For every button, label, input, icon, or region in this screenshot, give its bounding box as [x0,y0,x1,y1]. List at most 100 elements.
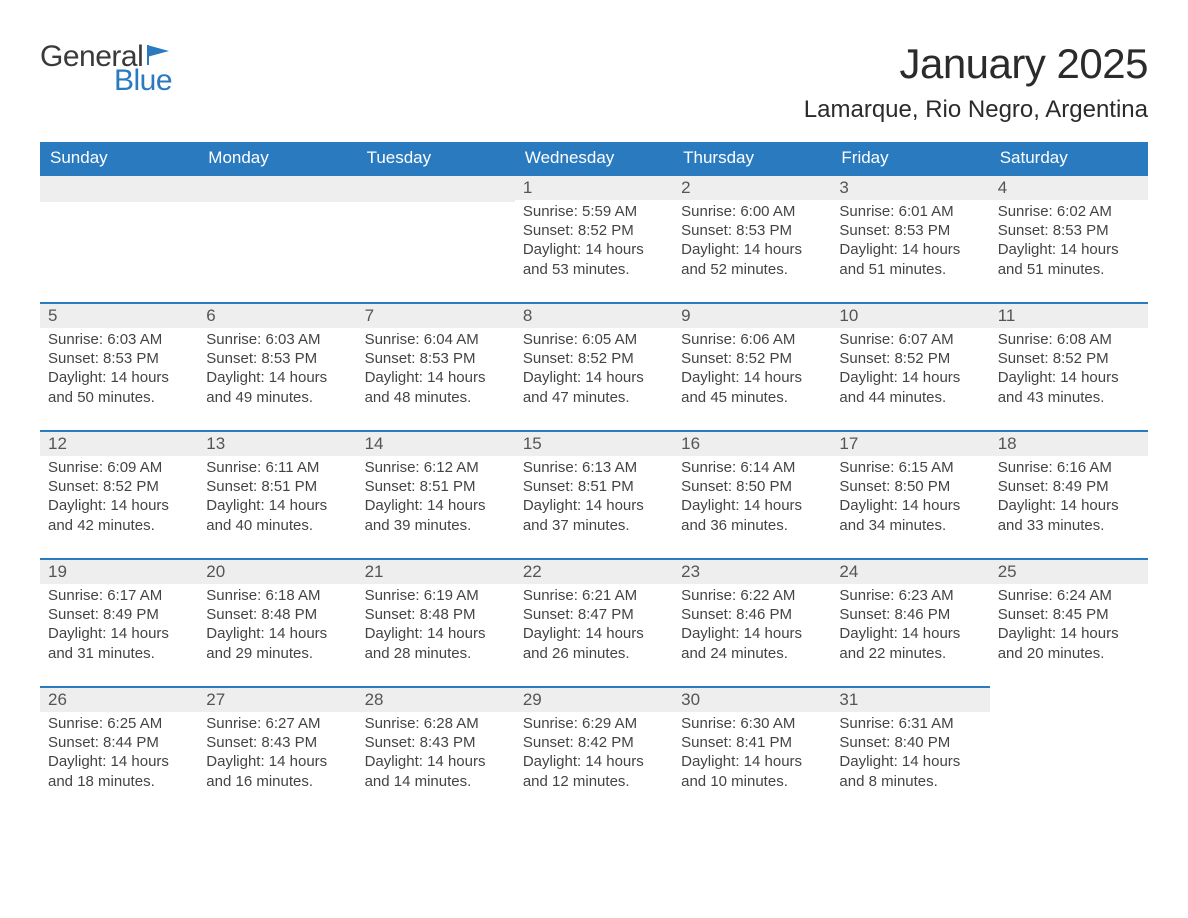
sunrise-text: Sunrise: 6:17 AM [48,586,190,605]
calendar-body: 1Sunrise: 5:59 AMSunset: 8:52 PMDaylight… [40,174,1148,814]
day-details: Sunrise: 6:19 AMSunset: 8:48 PMDaylight:… [357,584,515,669]
sunrise-text: Sunrise: 6:22 AM [681,586,823,605]
calendar-cell: 4Sunrise: 6:02 AMSunset: 8:53 PMDaylight… [990,174,1148,302]
sunrise-text: Sunrise: 6:13 AM [523,458,665,477]
day-number: 31 [831,686,989,712]
sunset-text: Sunset: 8:41 PM [681,733,823,752]
weekday-header: Thursday [673,142,831,174]
day-details: Sunrise: 6:00 AMSunset: 8:53 PMDaylight:… [673,200,831,285]
day-details: Sunrise: 6:24 AMSunset: 8:45 PMDaylight:… [990,584,1148,669]
calendar-cell: 9Sunrise: 6:06 AMSunset: 8:52 PMDaylight… [673,302,831,430]
day-number: 11 [990,302,1148,328]
calendar-cell: 21Sunrise: 6:19 AMSunset: 8:48 PMDayligh… [357,558,515,686]
sunrise-text: Sunrise: 6:14 AM [681,458,823,477]
calendar-week-row: 12Sunrise: 6:09 AMSunset: 8:52 PMDayligh… [40,430,1148,558]
daylight-text: Daylight: 14 hours and 49 minutes. [206,368,348,406]
calendar-cell: 5Sunrise: 6:03 AMSunset: 8:53 PMDaylight… [40,302,198,430]
sunrise-text: Sunrise: 6:04 AM [365,330,507,349]
day-number: 22 [515,558,673,584]
calendar-cell: 30Sunrise: 6:30 AMSunset: 8:41 PMDayligh… [673,686,831,814]
day-details: Sunrise: 6:25 AMSunset: 8:44 PMDaylight:… [40,712,198,797]
day-details: Sunrise: 6:17 AMSunset: 8:49 PMDaylight:… [40,584,198,669]
daylight-text: Daylight: 14 hours and 14 minutes. [365,752,507,790]
calendar-cell: 28Sunrise: 6:28 AMSunset: 8:43 PMDayligh… [357,686,515,814]
day-details: Sunrise: 6:28 AMSunset: 8:43 PMDaylight:… [357,712,515,797]
calendar-cell: 10Sunrise: 6:07 AMSunset: 8:52 PMDayligh… [831,302,989,430]
day-details: Sunrise: 6:11 AMSunset: 8:51 PMDaylight:… [198,456,356,541]
sunset-text: Sunset: 8:52 PM [523,349,665,368]
sunset-text: Sunset: 8:53 PM [365,349,507,368]
sunset-text: Sunset: 8:51 PM [523,477,665,496]
sunrise-text: Sunrise: 6:30 AM [681,714,823,733]
day-details: Sunrise: 6:09 AMSunset: 8:52 PMDaylight:… [40,456,198,541]
logo: General Blue [40,40,172,98]
day-details: Sunrise: 6:23 AMSunset: 8:46 PMDaylight:… [831,584,989,669]
daylight-text: Daylight: 14 hours and 22 minutes. [839,624,981,662]
sunrise-text: Sunrise: 6:19 AM [365,586,507,605]
sunset-text: Sunset: 8:43 PM [365,733,507,752]
daylight-text: Daylight: 14 hours and 43 minutes. [998,368,1140,406]
day-number: 28 [357,686,515,712]
day-details: Sunrise: 6:16 AMSunset: 8:49 PMDaylight:… [990,456,1148,541]
sunset-text: Sunset: 8:53 PM [998,221,1140,240]
day-details: Sunrise: 6:03 AMSunset: 8:53 PMDaylight:… [40,328,198,413]
sunset-text: Sunset: 8:46 PM [839,605,981,624]
daylight-text: Daylight: 14 hours and 10 minutes. [681,752,823,790]
daylight-text: Daylight: 14 hours and 26 minutes. [523,624,665,662]
calendar-cell: 22Sunrise: 6:21 AMSunset: 8:47 PMDayligh… [515,558,673,686]
day-number: 5 [40,302,198,328]
sunrise-text: Sunrise: 6:24 AM [998,586,1140,605]
day-number: 17 [831,430,989,456]
day-number: 26 [40,686,198,712]
logo-flag-icon [147,45,169,65]
calendar-cell [40,174,198,302]
sunset-text: Sunset: 8:52 PM [998,349,1140,368]
day-number: 2 [673,174,831,200]
sunset-text: Sunset: 8:51 PM [206,477,348,496]
day-details: Sunrise: 6:12 AMSunset: 8:51 PMDaylight:… [357,456,515,541]
day-details: Sunrise: 6:08 AMSunset: 8:52 PMDaylight:… [990,328,1148,413]
calendar-cell: 14Sunrise: 6:12 AMSunset: 8:51 PMDayligh… [357,430,515,558]
calendar-week-row: 19Sunrise: 6:17 AMSunset: 8:49 PMDayligh… [40,558,1148,686]
sunrise-text: Sunrise: 6:25 AM [48,714,190,733]
sunrise-text: Sunrise: 6:01 AM [839,202,981,221]
sunset-text: Sunset: 8:52 PM [523,221,665,240]
title-block: January 2025 Lamarque, Rio Negro, Argent… [804,40,1148,136]
weekday-header: Friday [831,142,989,174]
calendar-cell [990,686,1148,814]
daylight-text: Daylight: 14 hours and 51 minutes. [839,240,981,278]
weekday-header: Sunday [40,142,198,174]
daylight-text: Daylight: 14 hours and 39 minutes. [365,496,507,534]
logo-text-blue: Blue [114,64,172,98]
day-number: 16 [673,430,831,456]
sunset-text: Sunset: 8:52 PM [839,349,981,368]
sunrise-text: Sunrise: 6:02 AM [998,202,1140,221]
daylight-text: Daylight: 14 hours and 34 minutes. [839,496,981,534]
day-number: 13 [198,430,356,456]
day-number: 20 [198,558,356,584]
daylight-text: Daylight: 14 hours and 20 minutes. [998,624,1140,662]
day-number: 7 [357,302,515,328]
sunset-text: Sunset: 8:48 PM [206,605,348,624]
calendar-cell: 27Sunrise: 6:27 AMSunset: 8:43 PMDayligh… [198,686,356,814]
daylight-text: Daylight: 14 hours and 51 minutes. [998,240,1140,278]
daylight-text: Daylight: 14 hours and 40 minutes. [206,496,348,534]
sunset-text: Sunset: 8:44 PM [48,733,190,752]
weekday-header: Monday [198,142,356,174]
day-details: Sunrise: 6:31 AMSunset: 8:40 PMDaylight:… [831,712,989,797]
calendar-cell: 1Sunrise: 5:59 AMSunset: 8:52 PMDaylight… [515,174,673,302]
calendar-cell [357,174,515,302]
page-header: General Blue January 2025 Lamarque, Rio … [40,40,1148,136]
day-details: Sunrise: 6:02 AMSunset: 8:53 PMDaylight:… [990,200,1148,285]
sunrise-text: Sunrise: 6:05 AM [523,330,665,349]
sunrise-text: Sunrise: 6:29 AM [523,714,665,733]
daylight-text: Daylight: 14 hours and 18 minutes. [48,752,190,790]
daylight-text: Daylight: 14 hours and 31 minutes. [48,624,190,662]
day-number: 9 [673,302,831,328]
day-number: 1 [515,174,673,200]
day-number: 29 [515,686,673,712]
day-number: 25 [990,558,1148,584]
sunset-text: Sunset: 8:53 PM [48,349,190,368]
calendar-cell: 19Sunrise: 6:17 AMSunset: 8:49 PMDayligh… [40,558,198,686]
day-number: 27 [198,686,356,712]
